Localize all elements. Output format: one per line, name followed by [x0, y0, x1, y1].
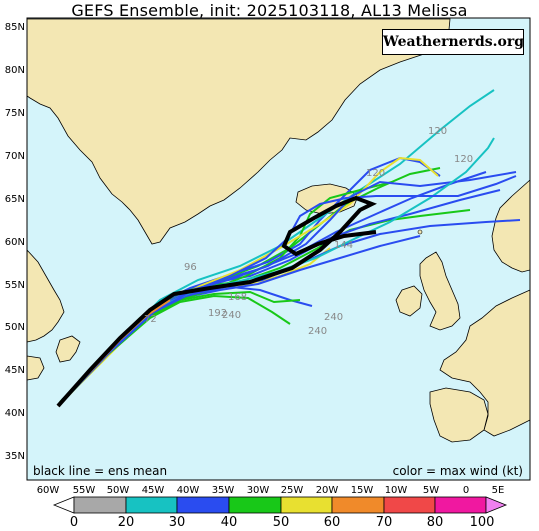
colorbar-arrow-right: [485, 496, 508, 514]
forecast-hour-labels: 120 120 120 144 192 168 240 240 240 96 7…: [144, 126, 473, 337]
colorbar: [52, 496, 508, 514]
colorbar-arrow-left: [52, 496, 75, 514]
lon-label: 35W: [211, 485, 235, 496]
track-member: [63, 175, 517, 401]
lat-label: 65N: [4, 194, 25, 205]
colorbar-segment: [331, 496, 385, 514]
colorbar-segment: [280, 496, 333, 514]
lon-label: 50W: [106, 485, 130, 496]
canada-landmass: [26, 248, 65, 343]
colorbar-tick: 60: [323, 515, 341, 530]
lon-label: 60W: [36, 485, 60, 496]
plot-frame: [26, 17, 531, 481]
lat-label: 40N: [4, 408, 25, 419]
iberia-landmass: [429, 387, 489, 443]
hour-label: 240: [308, 326, 327, 337]
hour-label: 144: [334, 240, 353, 251]
lat-label: 50N: [4, 322, 25, 333]
hour-label: 240: [222, 310, 241, 321]
colorbar-tick: 20: [117, 515, 135, 530]
lat-label: 35N: [4, 451, 25, 462]
map-title: GEFS Ensemble, init: 2025103118, AL13 Me…: [71, 1, 468, 20]
lat-label: 85N: [4, 22, 25, 33]
colorbar-tick: 40: [220, 515, 238, 530]
lon-label: 0: [462, 485, 470, 496]
ensemble-mean-track: [56, 195, 377, 408]
lon-label: 40W: [176, 485, 200, 496]
color-key-note: color = max wind (kt): [392, 464, 523, 478]
hour-label: 192: [208, 308, 227, 319]
colorbar-segment: [125, 496, 178, 514]
europe-landmass: [439, 289, 531, 437]
lon-label: 55W: [72, 485, 96, 496]
mean-line-note: black line = ens mean: [33, 464, 168, 478]
greenland-landmass: [26, 18, 451, 245]
lon-label: 30W: [246, 485, 270, 496]
lat-label: 75N: [4, 108, 25, 119]
hour-label: 72: [144, 314, 157, 325]
ireland-landmass: [395, 285, 423, 317]
colorbar-segment: [176, 496, 230, 514]
scandinavia-landmass: [491, 179, 531, 273]
lat-label: 60N: [4, 237, 25, 248]
hour-label: 96: [184, 262, 197, 273]
colorbar-segment: [228, 496, 282, 514]
lon-label: 45W: [141, 485, 165, 496]
lat-label: 80N: [4, 65, 25, 76]
hour-label: 168: [228, 292, 247, 303]
colorbar-tick: 30: [168, 515, 186, 530]
hour-label: 120: [454, 154, 473, 165]
lon-label: 15W: [350, 485, 374, 496]
hour-label: 120: [366, 168, 385, 179]
hour-label: 240: [324, 312, 343, 323]
colorbar-tick: 70: [375, 515, 393, 530]
great-britain-landmass: [419, 251, 461, 331]
lon-label: 20W: [315, 485, 339, 496]
faroe-islands: [417, 229, 423, 235]
colorbar-tick: 100: [469, 515, 495, 530]
hour-label: 120: [428, 126, 447, 137]
brand-label: Weathernerds.org: [382, 29, 524, 55]
lon-label: 5W: [422, 485, 440, 496]
colorbar-segment: [434, 496, 487, 514]
colorbar-tick: 0: [69, 515, 79, 530]
colorbar-segment: [383, 496, 436, 514]
colorbar-tick: 80: [426, 515, 444, 530]
colorbar-segment: [73, 496, 127, 514]
newfoundland-landmass: [55, 335, 81, 363]
colorbar-tick: 50: [272, 515, 290, 530]
lat-label: 45N: [4, 365, 25, 376]
lon-label: 10W: [384, 485, 408, 496]
lon-label: 5E: [491, 485, 505, 496]
lon-label: 25W: [280, 485, 304, 496]
lat-label: 55N: [4, 280, 25, 291]
lat-label: 70N: [4, 151, 25, 162]
